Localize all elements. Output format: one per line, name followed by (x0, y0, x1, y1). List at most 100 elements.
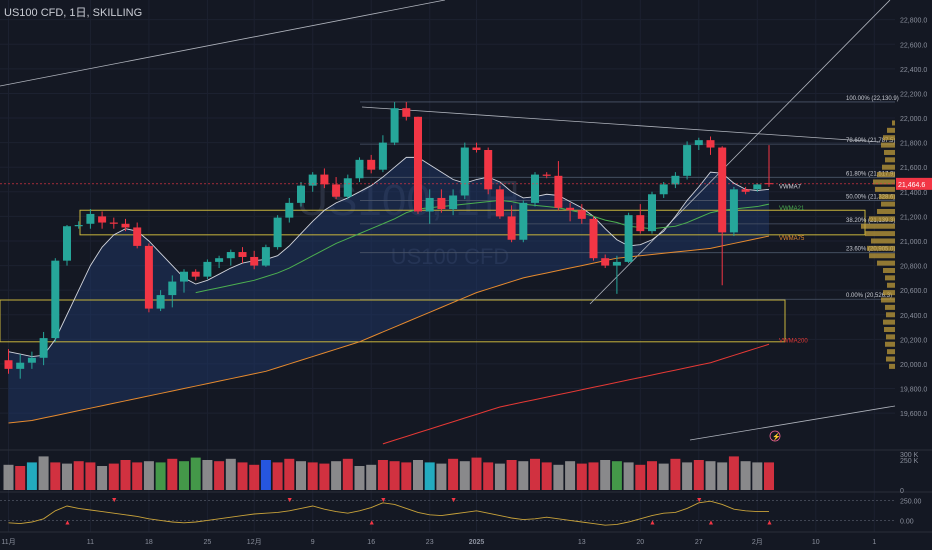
candle-body (378, 142, 387, 170)
candle-body (495, 189, 504, 217)
trend-line-top (0, 0, 446, 87)
x-tick-label: 9 (311, 539, 315, 546)
volume-profile-bar (887, 282, 895, 288)
candle-body (472, 147, 481, 150)
candle-body (706, 140, 715, 148)
volume-bar (167, 458, 178, 490)
candle-body (133, 227, 142, 246)
candle-body (683, 145, 692, 176)
osc-down-marker: ▼ (696, 497, 703, 504)
volume-bar (50, 462, 61, 490)
ma-line-vwma75 (8, 235, 770, 424)
y-tick-label: 19,600.0 (900, 411, 927, 418)
fib-label-2: 61.80% (21,517.9) (846, 171, 895, 177)
y-tick-label: 21,600.0 (900, 165, 927, 172)
volume-bar (38, 456, 49, 490)
candle-body (601, 258, 610, 266)
candle-body (63, 226, 71, 261)
y-tick-label: 22,800.0 (900, 18, 927, 25)
volume-bar (728, 456, 739, 490)
volume-bar (565, 461, 576, 490)
candle-body (437, 197, 446, 210)
candle-body (659, 184, 668, 195)
volume-profile-bar (892, 120, 895, 126)
candle-body (226, 252, 235, 259)
candle-body (425, 197, 434, 212)
osc-line (8, 500, 769, 526)
x-tick-label: 2025 (469, 539, 485, 546)
volume-bar (237, 462, 248, 490)
ma-line-vwma21 (195, 199, 770, 294)
osc-down-marker: ▼ (111, 497, 118, 504)
x-tick-label: 18 (145, 539, 153, 546)
volume-bar (541, 462, 552, 490)
x-tick-label: 12月 (247, 538, 262, 546)
y-tick-label: 22,400.0 (900, 67, 927, 74)
y-tick-label: 19,800.0 (900, 387, 927, 394)
ma-label-vwma200: VWMA200 (779, 338, 808, 344)
candle-body (4, 360, 13, 369)
x-tick-label: 10 (812, 539, 820, 546)
support-zone-0 (79, 209, 866, 236)
volume-bar (494, 463, 505, 490)
ma-label-vwma75: VWMA75 (779, 236, 805, 242)
y-tick-label: 22,600.0 (900, 42, 927, 49)
support-zone-1 (0, 299, 786, 343)
volume-bar (3, 464, 14, 490)
x-tick-label: 23 (426, 539, 434, 546)
volume-profile-bar (883, 319, 895, 325)
volume-bar (225, 458, 236, 490)
volume-bar (471, 457, 482, 490)
candle-body (367, 159, 376, 170)
volume-profile-bar (881, 201, 895, 207)
candle-body (320, 174, 329, 185)
candle-body (308, 174, 317, 186)
volume-profile-bar (883, 290, 895, 296)
osc-up-marker: ▲ (649, 519, 656, 526)
y-tick-label: 21,800.0 (900, 141, 927, 148)
x-tick-label: 27 (695, 539, 703, 546)
trend-line-upper (361, 106, 881, 143)
volume-profile-bar (885, 157, 895, 163)
candle-body (144, 245, 153, 309)
volume-bar (740, 461, 751, 490)
volume-profile-bar (869, 253, 895, 259)
ma-label-vwma7: VWMA7 (779, 184, 802, 190)
x-tick-label: 25 (204, 539, 212, 546)
candle-body (156, 295, 165, 309)
volume-profile-bar (881, 297, 895, 303)
fib-label-6: 0.00% (20,526.3) (846, 293, 892, 299)
chart-title: US100 CFD, 1日, SKILLING (4, 7, 143, 19)
candle-body (484, 150, 493, 190)
volume-bar (26, 462, 37, 490)
candle-body (203, 261, 212, 277)
volume-bar (377, 460, 388, 490)
candle-body (27, 357, 36, 363)
volume-tick-label: 0 (900, 488, 904, 495)
volume-bar (635, 464, 646, 490)
lightning-icon-glyph: ⚡ (772, 432, 781, 441)
volume-bar (623, 462, 634, 490)
volume-bar (108, 463, 119, 490)
volume-bar (190, 457, 201, 490)
volume-profile-bar (887, 349, 895, 355)
last-price-badge (896, 177, 932, 190)
volume-bar (436, 463, 447, 490)
candle-body (343, 178, 352, 197)
candle-body (624, 215, 633, 262)
candle-body (51, 260, 60, 339)
volume-bar (331, 461, 342, 490)
volume-bar (120, 460, 131, 490)
candle-body (250, 256, 259, 266)
y-tick-label: 20,000.0 (900, 362, 927, 369)
volume-bar (389, 461, 400, 490)
volume-bar (752, 462, 763, 490)
y-tick-label: 20,800.0 (900, 264, 927, 271)
candle-body (168, 281, 177, 296)
volume-bar (179, 461, 189, 490)
y-tick-label: 21,000.0 (900, 239, 927, 246)
volume-bar (85, 462, 96, 490)
volume-profile-bar (885, 341, 895, 347)
candle-body (729, 189, 738, 233)
